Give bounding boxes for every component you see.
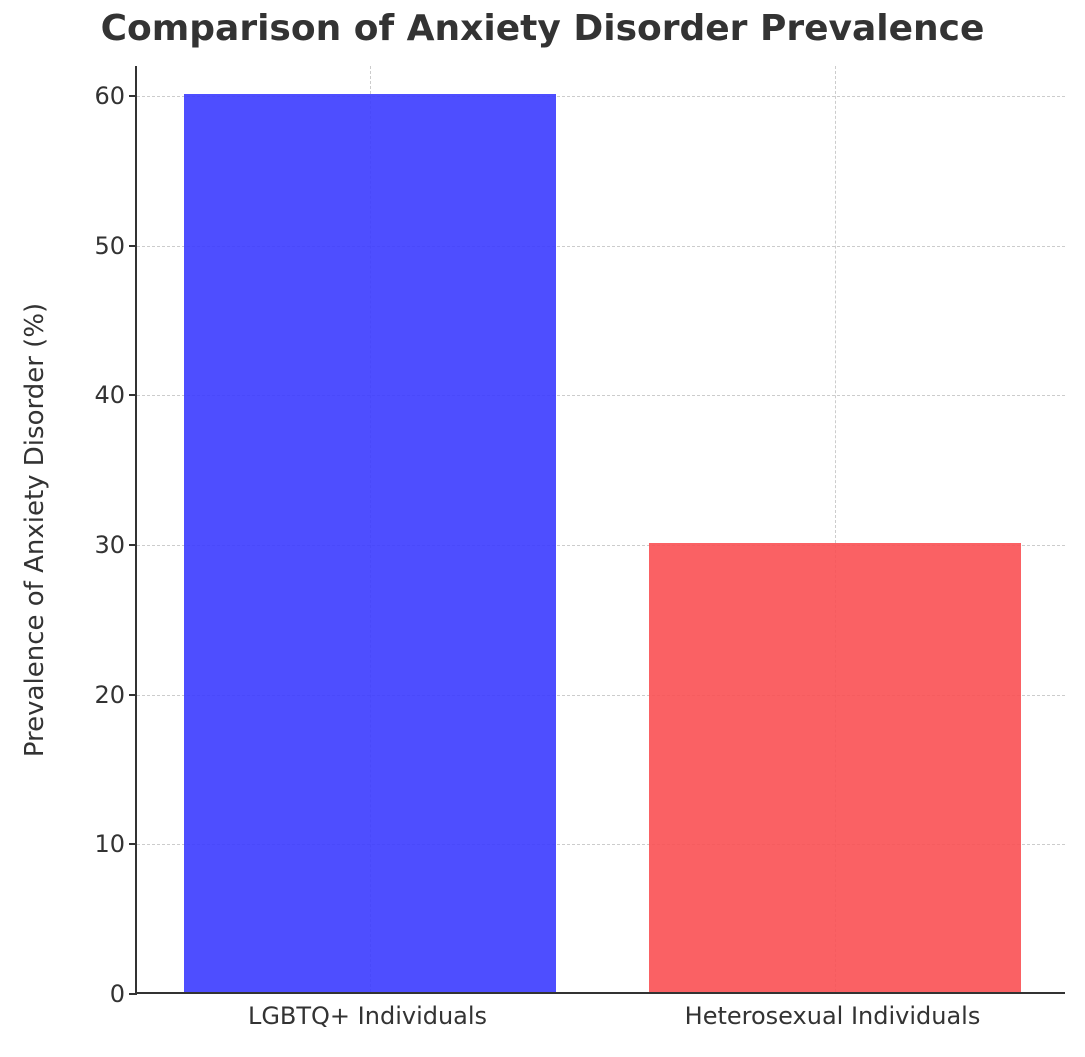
plot-area <box>135 66 1065 994</box>
ytick-mark <box>129 694 137 696</box>
ytick-label: 30 <box>65 531 125 559</box>
ytick-mark <box>129 245 137 247</box>
y-axis-label: Prevalence of Anxiety Disorder (%) <box>20 303 50 757</box>
ytick-mark <box>129 843 137 845</box>
chart-container: Comparison of Anxiety Disorder Prevalenc… <box>0 0 1085 1057</box>
xtick-label: LGBTQ+ Individuals <box>248 1002 487 1030</box>
ytick-label: 50 <box>65 232 125 260</box>
ytick-label: 40 <box>65 381 125 409</box>
ytick-mark <box>129 95 137 97</box>
ytick-label: 20 <box>65 681 125 709</box>
ytick-mark <box>129 394 137 396</box>
ytick-mark <box>129 993 137 995</box>
bar <box>649 543 1021 992</box>
ytick-label: 60 <box>65 82 125 110</box>
chart-title: Comparison of Anxiety Disorder Prevalenc… <box>0 8 1085 49</box>
bar <box>184 94 556 992</box>
xtick-label: Heterosexual Individuals <box>685 1002 981 1030</box>
ytick-label: 10 <box>65 830 125 858</box>
ytick-label: 0 <box>65 980 125 1008</box>
ytick-mark <box>129 544 137 546</box>
